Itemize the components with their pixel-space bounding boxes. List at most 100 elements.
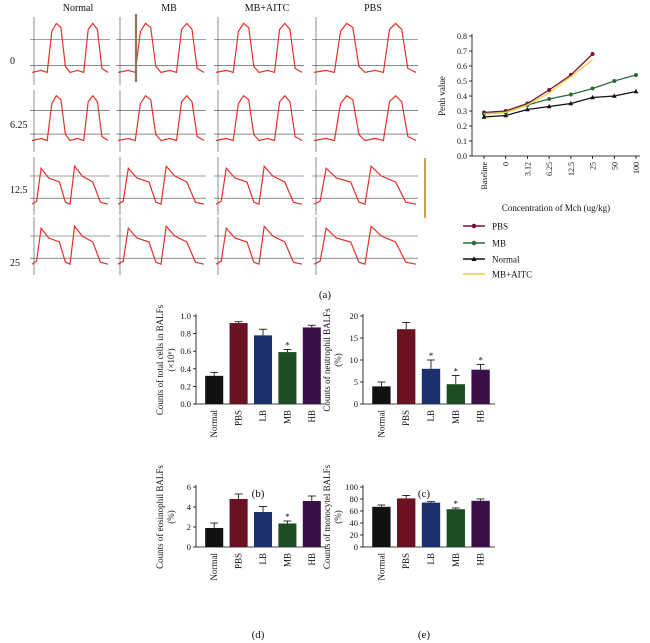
y-tick-label: 0 xyxy=(354,399,358,409)
y-tick-label: 0.2 xyxy=(457,122,467,131)
significance-marker: * xyxy=(454,499,459,509)
x-tick-label: Normal xyxy=(209,410,219,438)
trace-cell xyxy=(312,157,418,215)
data-point xyxy=(547,88,552,92)
x-tick-label: 25 xyxy=(589,162,598,170)
y-tick-label: 0.5 xyxy=(457,77,467,86)
significance-marker: * xyxy=(454,366,459,376)
trace-waveform xyxy=(117,224,205,266)
y-tick-label: 0.8 xyxy=(457,32,467,41)
legend-marker xyxy=(471,256,477,261)
bar xyxy=(302,501,321,547)
panel-label-a: (a) xyxy=(319,289,332,301)
legend-marker xyxy=(471,240,477,246)
bar xyxy=(205,375,224,404)
bar xyxy=(205,528,224,547)
legend-label: Normal xyxy=(492,255,520,265)
x-tick-label: MB xyxy=(451,410,461,424)
x-axis-title: Concentration of Mch (ug/kg) xyxy=(502,203,610,213)
bar xyxy=(397,329,416,404)
trace-waveform xyxy=(215,94,303,142)
trace-cell xyxy=(312,217,418,275)
significance-marker: * xyxy=(285,512,290,522)
bar-chart-e: 0 20 40 60 80 100 Counts of monocytel BALFs (%)… xyxy=(322,464,495,581)
legend-label: PBS xyxy=(492,222,508,232)
y-tick-label: 0.8 xyxy=(180,329,191,339)
x-tick-label: PBS xyxy=(234,553,244,569)
x-tick-label: PBS xyxy=(401,553,411,569)
x-tick-label: LB xyxy=(426,553,436,565)
data-point xyxy=(590,52,595,56)
trace-waveform xyxy=(313,94,417,142)
x-tick-label: 6.25 xyxy=(545,162,554,176)
trace-cell xyxy=(214,90,304,152)
data-point xyxy=(633,88,639,94)
legend-label: MB xyxy=(492,239,506,249)
x-tick-label: HB xyxy=(307,553,317,566)
y-axis-title: (×10⁶) xyxy=(166,348,176,371)
x-tick-label: Normal xyxy=(376,410,386,438)
bar xyxy=(421,368,441,404)
trace-cell xyxy=(214,157,304,215)
y-tick-label: 40 xyxy=(350,518,359,528)
y-tick-label: 0.7 xyxy=(457,47,467,56)
y-tick-label: 10 xyxy=(350,355,359,365)
y-tick-label: 100 xyxy=(345,482,358,492)
bar-chart-d: 0 2 4 6 Counts of eosinophil BALFs (%) Normal P… xyxy=(155,465,326,581)
x-tick-label: MB xyxy=(282,553,292,567)
series-line xyxy=(483,59,593,115)
y-tick-label: 0.1 xyxy=(457,137,467,146)
trace-waveform xyxy=(117,94,205,142)
y-axis-title: (%) xyxy=(166,510,176,524)
trace-waveform xyxy=(215,224,303,266)
airway-pressure-traces: Normal MB MB+AITC PBS 0 6.25 12.5 25 xyxy=(10,3,426,275)
bar xyxy=(471,369,490,404)
data-point xyxy=(590,94,595,100)
x-tick-label: 0 xyxy=(502,162,511,166)
panel-label-e: (e) xyxy=(418,629,431,641)
data-point xyxy=(525,106,530,112)
trace-cell xyxy=(30,157,110,215)
y-tick-label: 60 xyxy=(350,506,359,516)
trace-waveform xyxy=(313,164,417,205)
bar xyxy=(302,327,321,404)
y-tick-label: 0.6 xyxy=(180,346,191,356)
penh-chart: 0.0 0.1 0.2 0.3 0.4 0.5 0.6 0.7 0.8 Baseline 0 3.12… xyxy=(437,32,641,280)
trace-row-label: 25 xyxy=(10,258,20,269)
panel-label-c: (c) xyxy=(418,488,431,500)
trace-column-label: MB+AITC xyxy=(245,3,290,14)
trace-waveform xyxy=(31,164,109,206)
bar xyxy=(278,352,297,404)
y-tick-label: 0.4 xyxy=(457,92,467,101)
x-tick-label: Normal xyxy=(376,553,386,581)
x-tick-label: Normal xyxy=(209,553,219,581)
bar xyxy=(278,523,297,547)
trace-column-label: PBS xyxy=(364,3,382,14)
trace-column-label: MB xyxy=(161,3,177,14)
y-tick-label: 0.0 xyxy=(457,152,467,161)
y-axis-title: Counts of eosinophil BALFs xyxy=(155,465,165,569)
bar-chart-b: 0.0 0.2 0.4 0.6 0.8 1.0 Counts of total cells … xyxy=(155,304,326,438)
bar xyxy=(372,386,391,404)
legend-label: MB+AITC xyxy=(492,270,532,280)
y-tick-label: 0.0 xyxy=(180,399,191,409)
x-tick-label: Baseline xyxy=(480,162,489,190)
bar xyxy=(397,498,416,547)
bar xyxy=(229,499,248,547)
bar xyxy=(446,384,465,404)
y-tick-label: 5 xyxy=(354,377,358,387)
x-tick-label: 50 xyxy=(610,162,619,170)
trace-row-label: 12.5 xyxy=(10,185,28,196)
y-axis-title: (%) xyxy=(333,510,343,524)
bar xyxy=(372,506,391,547)
data-point xyxy=(568,92,573,97)
y-tick-label: 2 xyxy=(187,522,191,532)
trace-waveform xyxy=(117,22,205,74)
y-tick-label: 1.0 xyxy=(180,311,191,321)
data-point xyxy=(568,100,574,106)
trace-cell xyxy=(214,17,304,85)
x-tick-label: LB xyxy=(258,553,268,565)
trace-waveform xyxy=(215,164,303,206)
x-tick-label: LB xyxy=(426,410,436,422)
